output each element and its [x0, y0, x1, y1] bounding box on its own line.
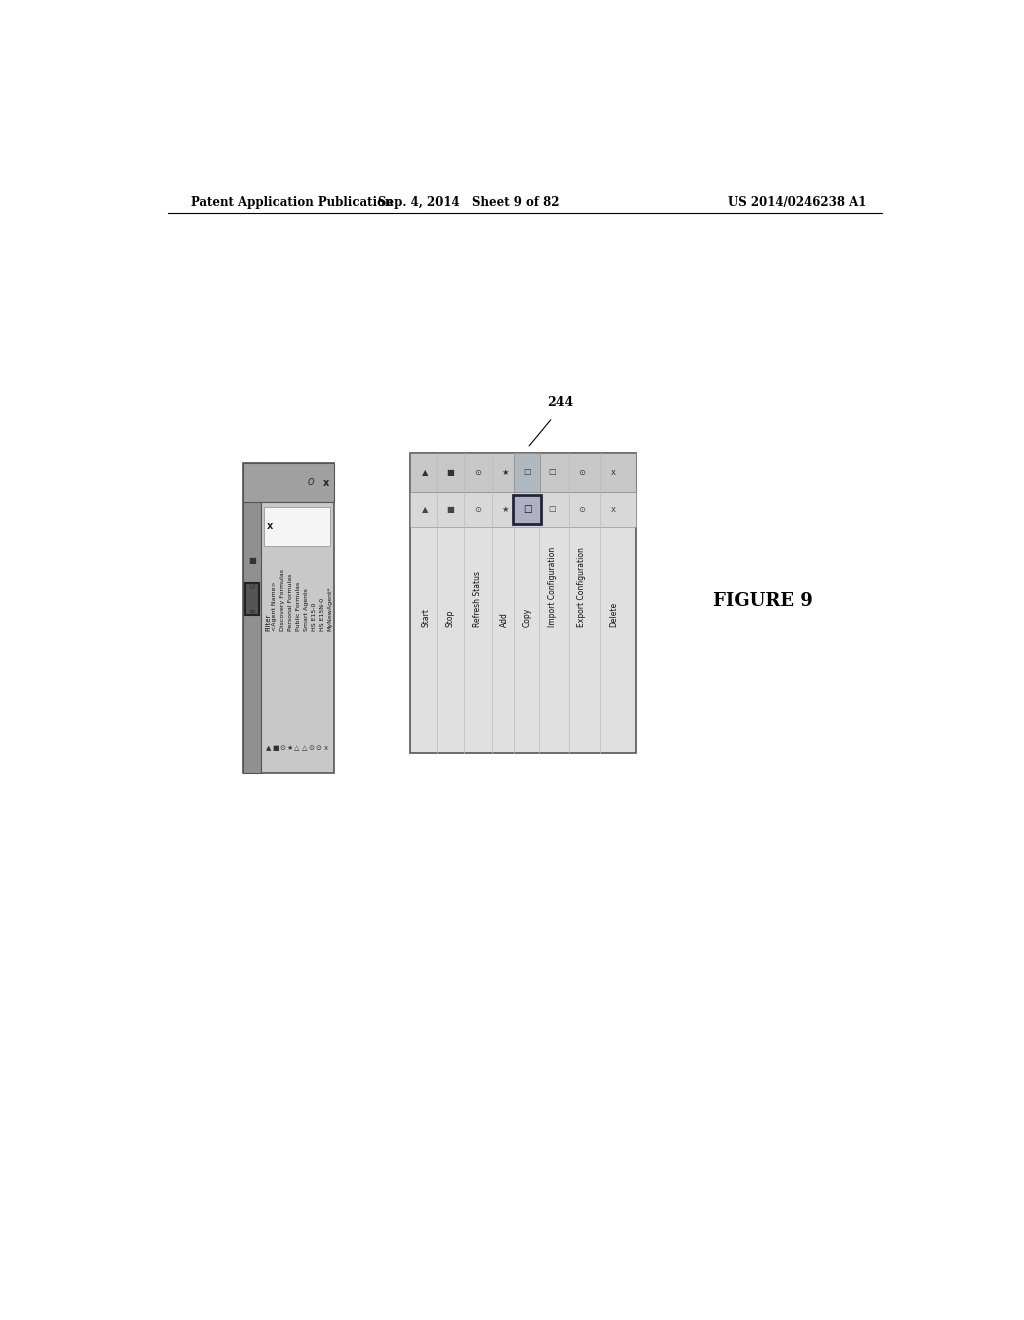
Text: ⊙: ⊙ — [280, 744, 286, 751]
Text: HS E15-0: HS E15-0 — [312, 602, 317, 631]
Bar — [410, 453, 636, 752]
Text: ★: ★ — [501, 469, 509, 477]
Text: ⊙: ⊙ — [308, 744, 314, 751]
Text: <Agent Name>: <Agent Name> — [272, 581, 278, 631]
Text: x: x — [324, 744, 328, 751]
Bar — [410, 492, 636, 528]
Bar — [410, 453, 636, 492]
Text: ■: ■ — [446, 506, 455, 513]
Text: Discovery Formulas: Discovery Formulas — [281, 569, 286, 631]
Text: O: O — [307, 478, 313, 487]
Text: ⊙: ⊙ — [474, 506, 481, 513]
Text: Start: Start — [421, 609, 430, 627]
Text: x: x — [267, 521, 273, 532]
Text: ⊙: ⊙ — [315, 744, 322, 751]
Bar — [513, 495, 542, 524]
Text: Patent Application Publication: Patent Application Publication — [191, 195, 394, 209]
Text: ⊙: ⊙ — [474, 469, 481, 477]
Text: ☐: ☐ — [523, 504, 531, 515]
Text: ★: ★ — [287, 744, 293, 751]
Text: ▲: ▲ — [266, 744, 271, 751]
Bar — [243, 463, 260, 774]
Text: ☐: ☐ — [549, 469, 556, 477]
Text: Personal Formulas: Personal Formulas — [288, 573, 293, 631]
Text: x: x — [610, 469, 615, 477]
Bar — [264, 507, 331, 545]
Text: Copy: Copy — [523, 607, 531, 627]
Text: Stop: Stop — [445, 610, 455, 627]
Text: Refresh Status: Refresh Status — [473, 572, 482, 627]
Text: Delete: Delete — [609, 602, 617, 627]
Text: Smart Agents: Smart Agents — [304, 587, 309, 631]
Text: ■: ■ — [446, 469, 455, 477]
Text: △: △ — [294, 744, 300, 751]
Text: ■: ■ — [272, 744, 279, 751]
Text: ↺: ↺ — [248, 582, 255, 591]
Text: ★: ★ — [501, 506, 509, 513]
Text: ≡: ≡ — [248, 607, 255, 616]
Text: 244: 244 — [548, 396, 573, 409]
Text: ▲: ▲ — [422, 506, 429, 513]
Text: Add: Add — [500, 612, 509, 627]
Bar — [514, 453, 541, 492]
Text: ⊙: ⊙ — [579, 506, 585, 513]
Text: Public Formulas: Public Formulas — [296, 582, 301, 631]
Text: ☐: ☐ — [549, 506, 556, 513]
Text: ☐: ☐ — [523, 469, 531, 477]
Text: ■: ■ — [248, 557, 256, 565]
Text: US 2014/0246238 A1: US 2014/0246238 A1 — [728, 195, 866, 209]
Text: ⊙: ⊙ — [579, 469, 585, 477]
Text: HS E15N-0: HS E15N-0 — [319, 598, 325, 631]
Bar — [245, 582, 259, 615]
Bar — [243, 463, 334, 774]
Text: MyNewAgent*: MyNewAgent* — [328, 586, 333, 631]
Text: Import Configuration: Import Configuration — [548, 546, 557, 627]
Text: Export Configuration: Export Configuration — [578, 548, 586, 627]
Bar — [243, 463, 334, 502]
Text: x: x — [324, 478, 330, 487]
Text: ▲: ▲ — [422, 469, 429, 477]
Text: x: x — [610, 506, 615, 513]
Text: FIGURE 9: FIGURE 9 — [713, 591, 813, 610]
Text: Sep. 4, 2014   Sheet 9 of 82: Sep. 4, 2014 Sheet 9 of 82 — [379, 195, 560, 209]
Text: Filter: Filter — [265, 614, 271, 631]
Text: △: △ — [301, 744, 307, 751]
